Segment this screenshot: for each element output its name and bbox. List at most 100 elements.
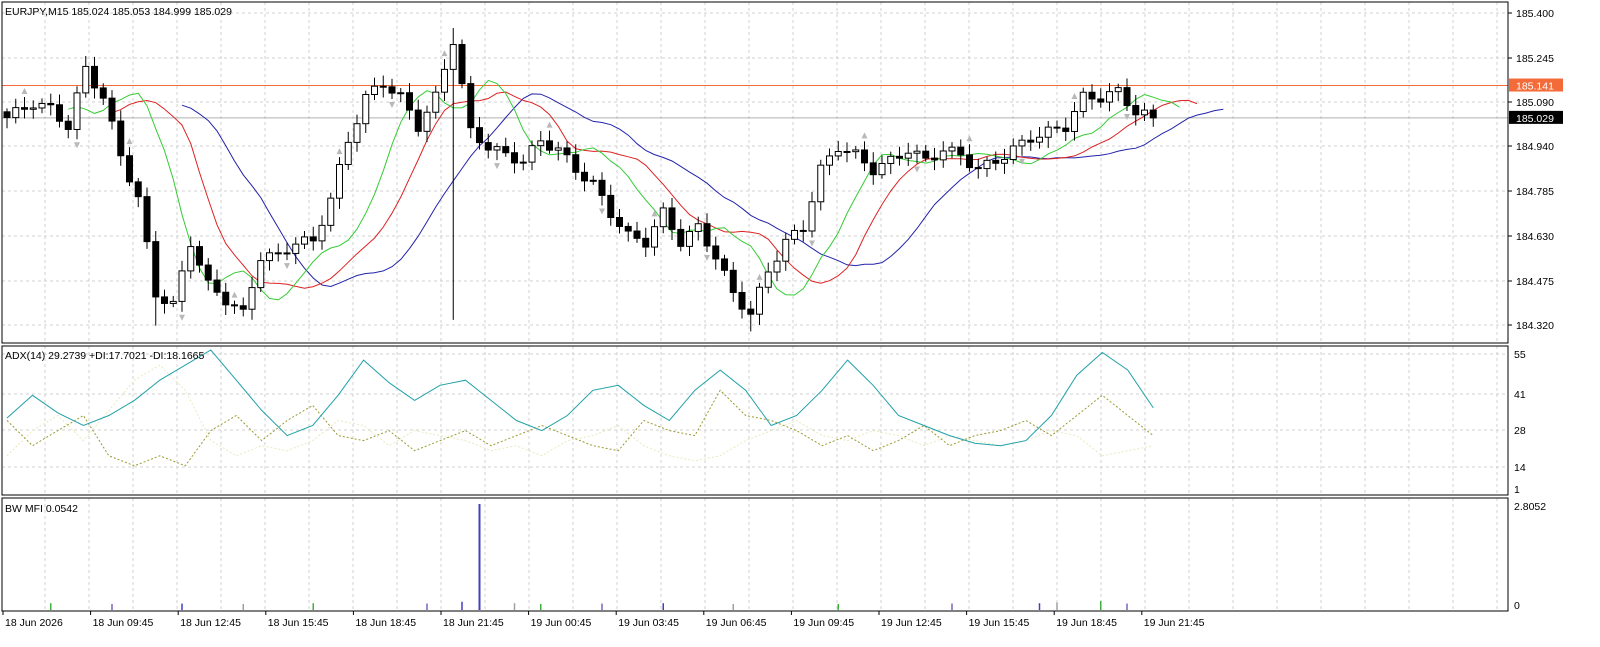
x-tick-label: 18 Jun 15:45 xyxy=(268,617,329,629)
candle-body xyxy=(406,92,413,111)
adx-y-tick-label: 14 xyxy=(1514,462,1526,474)
candle-body xyxy=(528,145,536,163)
candle-body xyxy=(581,171,588,182)
x-tick-label: 19 Jun 12:45 xyxy=(881,617,942,629)
x-tick-label: 18 Jun 12:45 xyxy=(180,617,241,629)
candle-body xyxy=(931,157,938,161)
candle-body xyxy=(896,155,903,159)
candle-body xyxy=(651,226,658,248)
candle-body xyxy=(309,236,317,242)
candle-body xyxy=(178,270,186,302)
last-price-label: 185.029 xyxy=(1516,113,1554,125)
candle-body xyxy=(939,150,947,161)
fractal-marker xyxy=(599,208,605,215)
candle-body xyxy=(1027,139,1035,143)
x-tick-label: 18 Jun 09:45 xyxy=(93,617,154,629)
candle-body xyxy=(598,179,606,196)
price-title: EURJPY,M15 185.024 185.053 184.999 185.0… xyxy=(5,6,232,18)
candle-body xyxy=(878,162,886,176)
fractal-marker xyxy=(1019,158,1025,165)
candle-body xyxy=(773,260,781,273)
candle-body xyxy=(91,65,98,89)
x-tick-label: 19 Jun 15:45 xyxy=(969,617,1030,629)
mfi-bars xyxy=(50,504,1128,610)
candle-body xyxy=(554,147,562,151)
candle-body xyxy=(843,150,851,153)
price-y-tick-label: 185.245 xyxy=(1516,53,1554,65)
price-y-tick-label: 185.090 xyxy=(1516,97,1554,109)
candle-body xyxy=(73,92,81,130)
x-axis-labels: 18 Jun 2026 18 Jun 09:45 18 Jun 12:45 18 Ju… xyxy=(2,611,1205,629)
candle-body xyxy=(283,252,291,255)
price-y-tick-label: 184.785 xyxy=(1516,186,1554,198)
candle-body xyxy=(1106,91,1113,103)
adx-y-tick-label: 55 xyxy=(1514,349,1526,361)
candle-body xyxy=(213,279,221,293)
candle-body xyxy=(169,300,177,304)
candle-body xyxy=(196,246,203,266)
candle-body xyxy=(231,304,238,307)
fractal-marker xyxy=(1124,113,1130,120)
fractal-marker xyxy=(914,166,920,173)
candle-body xyxy=(353,123,361,143)
price-y-tick-label: 184.630 xyxy=(1516,231,1554,243)
adx-title: ADX(14) 29.2739 +DI:17.7021 -DI:18.1665 xyxy=(5,350,205,362)
candle-body xyxy=(29,107,37,110)
candle-body xyxy=(117,120,125,157)
candle-body xyxy=(222,291,230,306)
candle-body xyxy=(633,230,641,239)
adx-pane[interactable]: ADX(14) 29.2739 +DI:17.7021 -DI:18.1665 xyxy=(5,349,1154,467)
candle-body xyxy=(817,164,825,203)
fractal-marker xyxy=(389,101,395,108)
candle-body xyxy=(642,237,650,248)
x-tick-label: 18 Jun 21:45 xyxy=(443,617,504,629)
bw-mfi-pane[interactable]: BW MFI 0.0542 xyxy=(5,503,1128,610)
candle-body xyxy=(616,216,623,227)
candle-body xyxy=(239,305,247,310)
candle-body xyxy=(703,223,711,247)
candle-body xyxy=(3,111,11,119)
candle-body xyxy=(161,296,168,304)
candle-body xyxy=(747,308,755,315)
price-pane[interactable]: EURJPY,M15 185.024 185.053 184.999 185.0… xyxy=(2,6,1508,332)
candle-body xyxy=(204,264,212,281)
mfi-y-tick-label: 0 xyxy=(1514,600,1520,612)
candle-body xyxy=(546,140,553,151)
bw-mfi-title: BW MFI 0.0542 xyxy=(5,503,78,515)
candle-body xyxy=(502,146,510,154)
candle-body xyxy=(1141,109,1148,116)
candle-body xyxy=(99,87,107,99)
candle-body xyxy=(887,155,895,164)
candle-body xyxy=(913,150,921,154)
adx-y-tick-label: 28 xyxy=(1514,425,1526,437)
candle-body xyxy=(1123,87,1131,107)
candle-body xyxy=(1036,136,1043,143)
candle-body xyxy=(572,154,580,173)
candle-body xyxy=(799,229,807,232)
candle-body xyxy=(948,146,956,152)
candle-body xyxy=(274,252,282,255)
candle-body xyxy=(336,164,343,199)
candle-body xyxy=(1071,111,1078,132)
candle-body xyxy=(974,167,982,170)
price-y-tick-label: 184.940 xyxy=(1516,141,1554,153)
candle-body xyxy=(659,207,667,228)
candle-body xyxy=(187,246,195,272)
candles xyxy=(3,28,1157,332)
candle-body xyxy=(782,238,790,262)
pane-frame xyxy=(1,1,1509,344)
candle-body xyxy=(712,245,720,260)
candle-body xyxy=(1149,109,1157,119)
candle-body xyxy=(519,161,527,164)
candle-body xyxy=(476,127,483,144)
mfi-y-tick-label: 2.8052 xyxy=(1514,501,1546,513)
candle-body xyxy=(108,97,116,122)
candle-body xyxy=(861,149,868,164)
candle-body xyxy=(834,150,842,157)
horizontal-line-price-tag xyxy=(1509,78,1563,92)
candle-body xyxy=(379,85,387,88)
candle-body xyxy=(738,291,746,310)
y-axis-labels: 185.400 185.245 185.090 184.940 184.785 184.6… xyxy=(1508,8,1563,612)
